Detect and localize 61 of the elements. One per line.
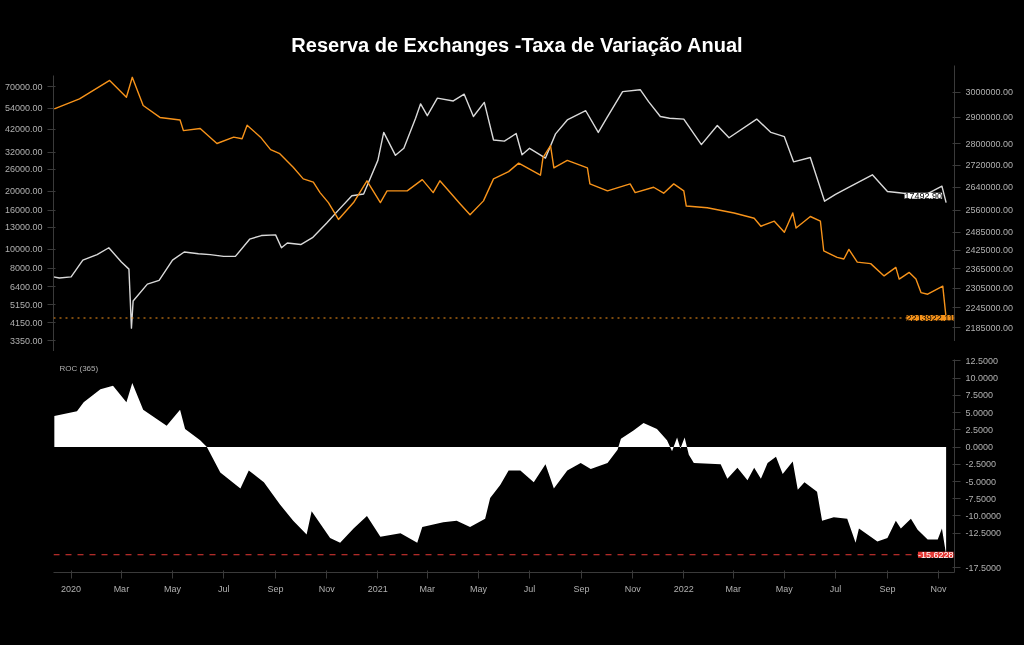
y2-tick-label: 2720000.00	[965, 160, 1014, 171]
x-tick-label: May	[469, 583, 488, 594]
x-tick-label: Nov	[318, 583, 336, 594]
y2-tick-label: 12.5000	[965, 355, 999, 366]
y2-tick-label: -7.5000	[965, 493, 997, 504]
y-tick-label: 70000.00	[4, 81, 43, 92]
y2-tick-label: -2.5000	[965, 459, 997, 470]
y-tick-label: 5150.00	[9, 299, 43, 310]
chart-title: Reserva de Exchanges -Taxa de Variação Anual	[291, 33, 743, 58]
y2-tick-label: -10.0000	[965, 510, 1002, 521]
y-tick-label: 54000.00	[4, 103, 43, 114]
x-tick-label: May	[775, 583, 794, 594]
y2-tick-label: 2485000.00	[965, 227, 1014, 238]
y2-tick-label: 2365000.00	[965, 263, 1014, 274]
y-tick-label: 10000.00	[4, 244, 43, 255]
y2-tick-label: 2425000.00	[965, 245, 1014, 256]
y2-tick-label: 5.0000	[965, 407, 994, 418]
x-tick-label: Mar	[419, 583, 436, 594]
y-tick-label: 3350.00	[9, 335, 43, 346]
x-tick-label: Jul	[829, 583, 842, 594]
y-tick-label: 13000.00	[4, 222, 43, 233]
x-tick-label: Mar	[725, 583, 741, 594]
y2-tick-label: 3000000.00	[965, 87, 1014, 98]
y-tick-label: 8000.00	[9, 263, 43, 274]
x-tick-label: Sep	[267, 583, 284, 594]
y-tick-label: 26000.00	[4, 164, 43, 175]
y2-tick-label: 2900000.00	[965, 112, 1014, 123]
annotation: ROC (365)	[59, 363, 99, 373]
y2-tick-label: -17.5000	[965, 562, 1002, 573]
x-tick-label: Jul	[523, 583, 536, 594]
y-tick-label: 20000.00	[4, 186, 43, 197]
x-tick-label: Sep	[879, 583, 896, 594]
y-tick-label: 6400.00	[9, 281, 43, 292]
y2-tick-label: 2185000.00	[965, 322, 1014, 333]
y2-tick-label: -12.5000	[965, 528, 1002, 539]
x-tick-label: Mar	[113, 583, 130, 594]
y2-tick-label: 2.5000	[965, 424, 994, 435]
y2-tick-label: 0.0000	[965, 442, 994, 453]
y2-tick-label: 2305000.00	[965, 283, 1014, 294]
x-tick-label: Nov	[624, 583, 642, 594]
ref-line-label: -15.6228	[917, 549, 954, 560]
y-tick-label: 32000.00	[4, 147, 43, 158]
y-tick-label: 42000.00	[4, 124, 43, 135]
y2-tick-label: 10.0000	[965, 373, 999, 384]
x-tick-label: Sep	[573, 583, 590, 594]
annotation: 17492.90	[904, 190, 943, 201]
y2-tick-label: 2800000.00	[965, 138, 1014, 149]
x-tick-label: 2022	[673, 583, 694, 594]
y2-tick-label: 2245000.00	[965, 302, 1014, 313]
y2-tick-label: -5.0000	[965, 476, 997, 487]
ref-line-label: 2213922.11	[906, 313, 954, 323]
y2-tick-label: 2640000.00	[965, 182, 1014, 193]
x-tick-label: 2020	[61, 583, 82, 594]
x-tick-label: May	[164, 583, 182, 594]
x-tick-label: Jul	[217, 583, 230, 594]
y2-tick-label: 2560000.00	[965, 205, 1014, 216]
x-tick-label: Nov	[930, 583, 948, 594]
y-tick-label: 16000.00	[4, 205, 43, 216]
y2-tick-label: 7.5000	[965, 390, 994, 401]
x-tick-label: 2021	[367, 583, 388, 594]
y-tick-label: 4150.00	[9, 317, 43, 328]
